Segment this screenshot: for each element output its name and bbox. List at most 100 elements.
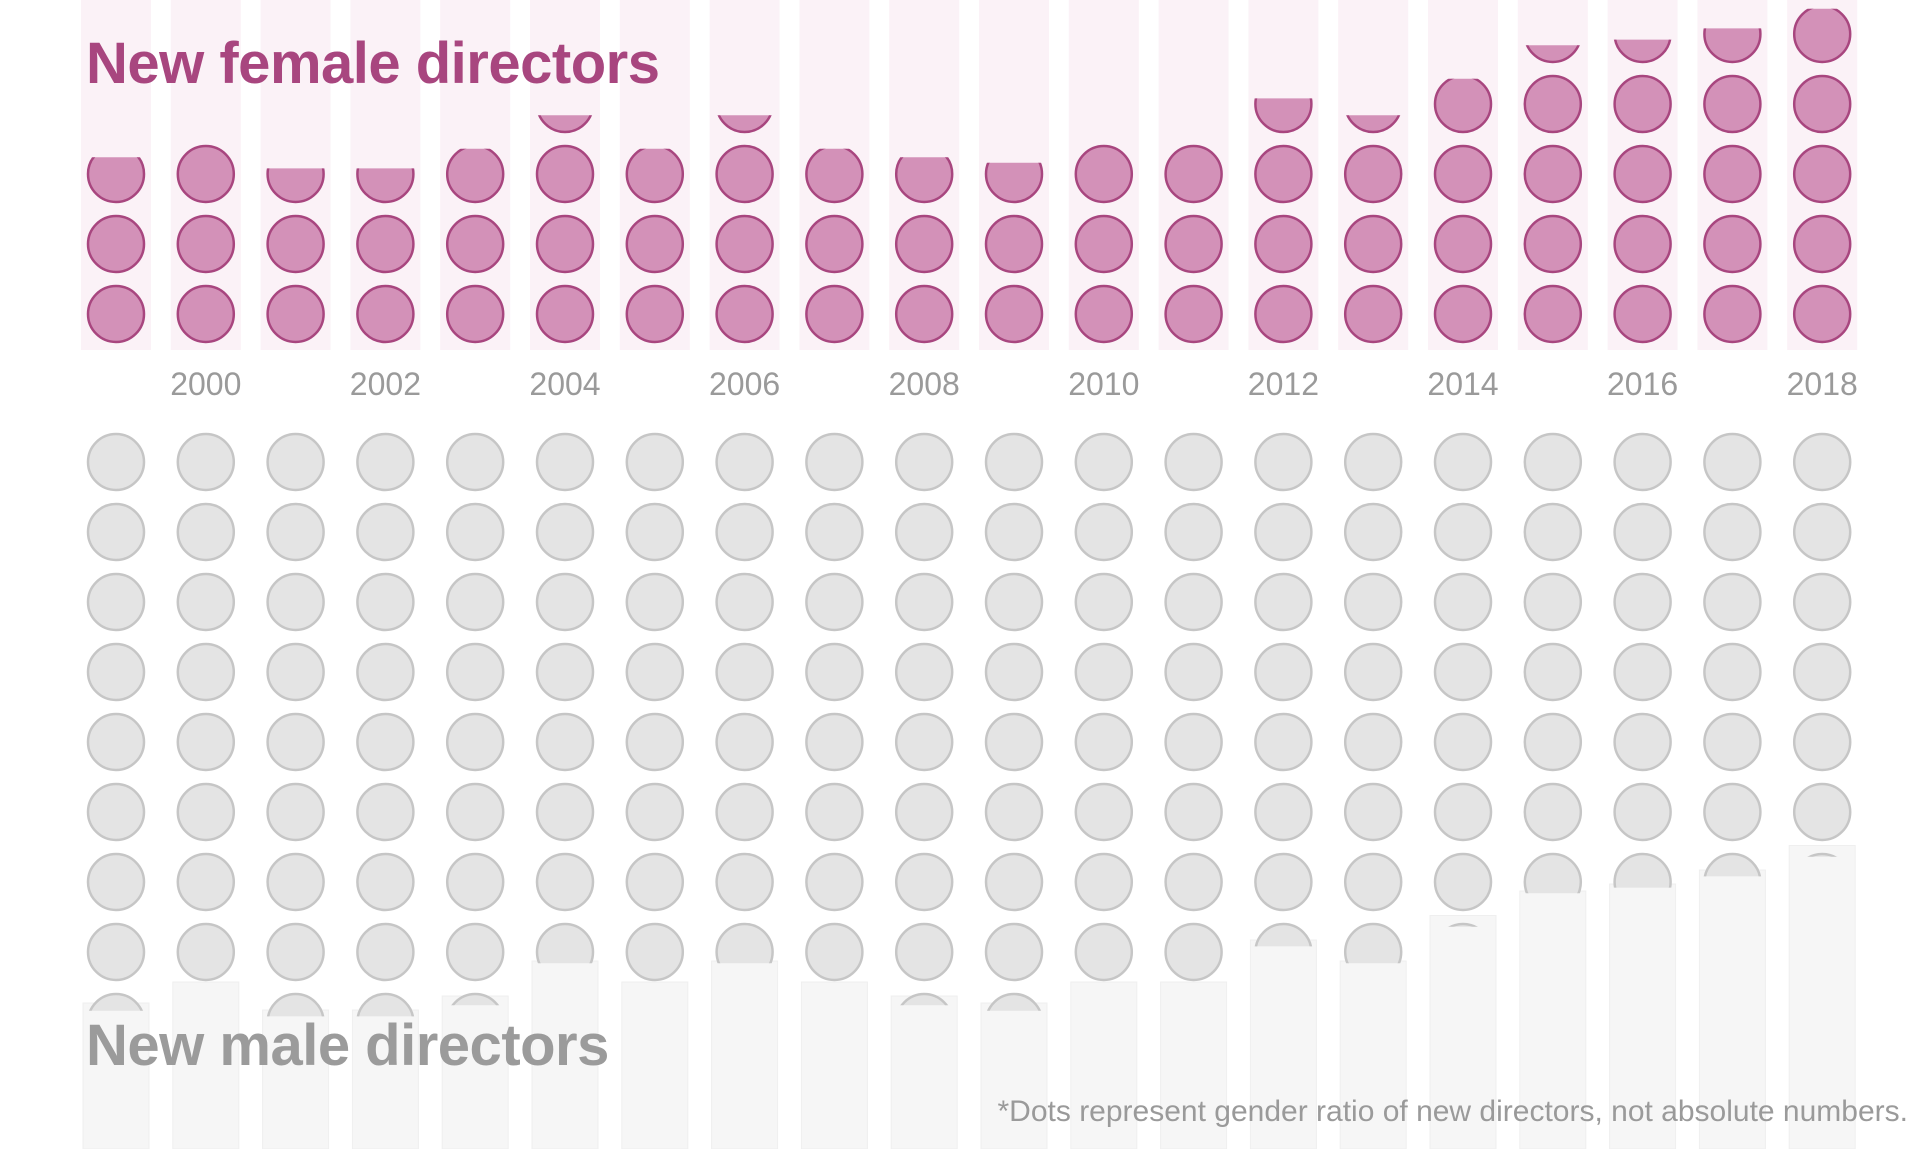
female-series-title: New female directors xyxy=(86,31,660,96)
male-dot xyxy=(1613,712,1672,772)
male-dot xyxy=(356,502,415,562)
male-dot xyxy=(1448,922,1478,927)
male-dot xyxy=(356,922,415,982)
male-dot xyxy=(984,502,1044,562)
male-dot xyxy=(535,572,595,632)
male-dot xyxy=(176,572,236,632)
male-dot xyxy=(1164,712,1223,772)
female-dot xyxy=(1792,214,1852,274)
male-dot xyxy=(445,432,505,492)
male-dot xyxy=(266,782,325,842)
male-dot xyxy=(894,712,954,772)
female-dot xyxy=(1343,214,1403,274)
male-dot xyxy=(1433,852,1493,912)
male-dot xyxy=(356,712,415,772)
male-column-bg xyxy=(351,1009,419,1149)
male-column-bg xyxy=(1160,981,1228,1149)
female-dot xyxy=(176,284,236,344)
male-dot xyxy=(176,782,236,842)
male-dot xyxy=(356,572,415,632)
male-dot xyxy=(1074,572,1134,632)
x-tick-label: 2012 xyxy=(1248,366,1319,402)
female-dot xyxy=(805,284,864,344)
female-dot xyxy=(1613,214,1672,274)
male-column-bg xyxy=(621,981,689,1149)
male-column-bg xyxy=(1519,890,1587,1149)
male-dot xyxy=(1523,432,1583,492)
male-column-bg xyxy=(711,960,779,1149)
female-dot xyxy=(535,144,595,204)
male-dot xyxy=(1523,572,1583,632)
male-column-bg xyxy=(172,981,240,1149)
male-dot xyxy=(445,712,505,772)
female-dot xyxy=(266,168,325,204)
male-dot xyxy=(176,502,236,562)
male-dot xyxy=(1433,642,1493,702)
female-dot xyxy=(625,148,685,204)
male-dot xyxy=(86,432,146,492)
female-dot xyxy=(1254,98,1313,134)
female-dot xyxy=(1074,144,1134,204)
male-column-bg xyxy=(890,995,958,1149)
female-dot xyxy=(1613,39,1672,64)
male-dot xyxy=(1254,852,1313,912)
male-dot xyxy=(356,782,415,842)
female-dot xyxy=(715,214,774,274)
female-dot xyxy=(1346,115,1401,134)
male-dot xyxy=(1613,852,1672,888)
female-dot xyxy=(537,115,593,134)
male-dot xyxy=(1343,712,1403,772)
female-dot xyxy=(984,214,1044,274)
female-dot xyxy=(717,115,772,134)
female-dot xyxy=(1613,74,1672,134)
male-dot xyxy=(715,922,774,964)
male-dot xyxy=(266,852,325,912)
female-dot xyxy=(1074,214,1134,274)
male-dot xyxy=(984,712,1044,772)
male-dot xyxy=(266,572,325,632)
female-dot xyxy=(445,148,505,204)
male-column-bg xyxy=(980,1002,1048,1149)
male-dot xyxy=(535,642,595,702)
female-dot xyxy=(1164,144,1223,204)
male-dot xyxy=(1074,852,1134,912)
female-dot xyxy=(1613,144,1672,204)
male-dot xyxy=(1164,502,1223,562)
male-dot xyxy=(984,432,1044,492)
male-dot xyxy=(625,852,685,912)
male-dot xyxy=(1703,572,1762,632)
male-dot xyxy=(805,642,864,702)
female-dot xyxy=(445,214,505,274)
female-dot xyxy=(1613,284,1672,344)
male-dot xyxy=(86,852,146,912)
male-dot xyxy=(805,922,864,982)
male-dot xyxy=(1164,852,1223,912)
male-dot xyxy=(266,712,325,772)
male-column-bg xyxy=(1070,981,1138,1149)
female-dot xyxy=(805,214,864,274)
male-column-bg xyxy=(1249,939,1317,1149)
male-series-title: New male directors xyxy=(86,1013,609,1078)
female-dot xyxy=(1703,284,1762,344)
male-dot xyxy=(445,572,505,632)
male-dot xyxy=(1074,502,1134,562)
male-dot xyxy=(86,642,146,702)
male-dot xyxy=(1343,502,1403,562)
male-dot xyxy=(86,572,146,632)
male-dot xyxy=(266,922,325,982)
male-dot xyxy=(1164,432,1223,492)
male-dot xyxy=(1792,432,1852,492)
male-dot xyxy=(1254,502,1313,562)
x-tick-label: 2002 xyxy=(350,366,421,402)
female-dot xyxy=(1433,214,1493,274)
male-dot xyxy=(176,432,236,492)
male-dot xyxy=(1433,572,1493,632)
male-dot xyxy=(535,922,595,964)
male-dot xyxy=(266,992,325,1017)
female-dot xyxy=(1792,8,1852,64)
male-dot xyxy=(1703,782,1762,842)
male-dot xyxy=(266,502,325,562)
male-dot xyxy=(1433,432,1493,492)
male-dot xyxy=(445,922,505,982)
male-dot xyxy=(984,852,1044,912)
